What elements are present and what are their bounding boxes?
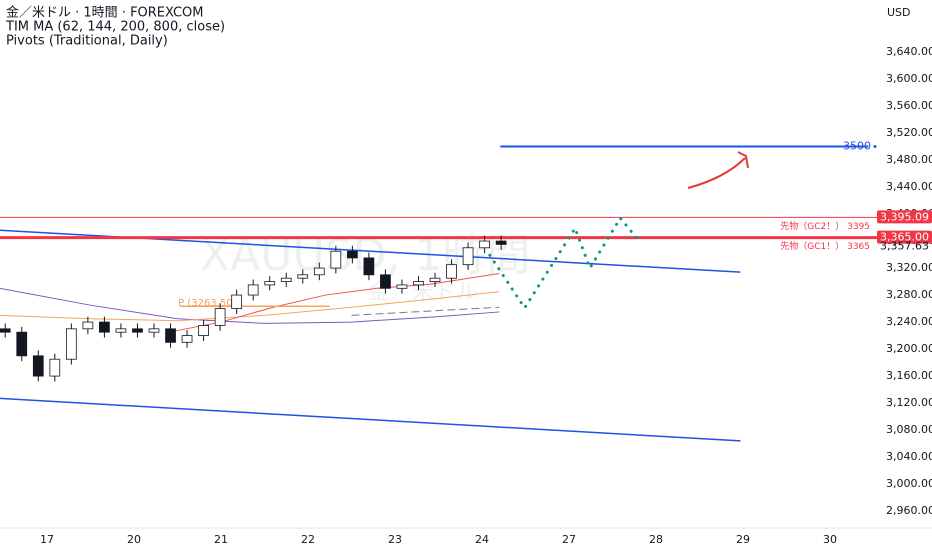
y-tick-label: 3,200.00 bbox=[886, 342, 932, 355]
candle-body bbox=[148, 328, 160, 333]
y-tick-label: 3,600.00 bbox=[886, 72, 932, 85]
candle-body bbox=[49, 358, 61, 377]
candle-body bbox=[495, 240, 507, 245]
y-tick-label: 3,280.00 bbox=[886, 288, 932, 301]
x-tick-label: 17 bbox=[40, 533, 54, 546]
y-tick-label: 3,320.00 bbox=[886, 261, 932, 274]
candle-body bbox=[446, 264, 457, 279]
pivot-label: P (3263.50) bbox=[178, 298, 236, 309]
candle-body bbox=[214, 308, 226, 326]
candle-body bbox=[99, 321, 110, 333]
candle-body bbox=[0, 328, 11, 333]
level-label: 先物（GC2！） 3395 bbox=[780, 220, 870, 232]
candle-body bbox=[82, 321, 94, 330]
candle-body bbox=[231, 294, 243, 309]
trend-line bbox=[0, 397, 741, 442]
moving-average bbox=[0, 287, 500, 324]
x-tick-label: 29 bbox=[736, 533, 750, 546]
price-label: 3,365.00 bbox=[880, 231, 929, 244]
moving-average bbox=[351, 306, 500, 316]
candle-body bbox=[347, 250, 358, 259]
candle-body bbox=[429, 277, 441, 282]
candle-body bbox=[479, 240, 490, 249]
candle-body bbox=[462, 247, 474, 266]
y-tick-label: 3,160.00 bbox=[886, 369, 932, 382]
candle-body bbox=[65, 328, 77, 360]
candle-body bbox=[413, 281, 424, 286]
candle-body bbox=[16, 331, 28, 357]
x-tick-label: 23 bbox=[388, 533, 402, 546]
moving-average bbox=[0, 291, 500, 322]
x-tick-label: 22 bbox=[301, 533, 315, 546]
y-tick-label: 2,960.00 bbox=[886, 504, 932, 517]
candle-body bbox=[330, 250, 342, 269]
y-tick-label: 3,440.00 bbox=[886, 180, 932, 193]
candle-body bbox=[264, 281, 276, 286]
candle-body bbox=[115, 328, 127, 333]
candle-body bbox=[313, 267, 325, 276]
x-tick-label: 30 bbox=[823, 533, 837, 546]
projection bbox=[488, 215, 639, 311]
candle-body bbox=[363, 257, 375, 276]
x-tick-label: 21 bbox=[214, 533, 228, 546]
candle-body bbox=[396, 284, 408, 289]
target-dot bbox=[873, 145, 877, 149]
candle-body bbox=[181, 335, 193, 343]
candle-body bbox=[380, 274, 391, 289]
candle-body bbox=[280, 277, 292, 282]
y-tick-label: 3,120.00 bbox=[886, 396, 932, 409]
header-title: 金／米ドル · 1時間 · FOREXCOM bbox=[6, 5, 204, 21]
candle-body bbox=[165, 328, 176, 343]
header-indicator: TIM MA (62, 144, 200, 800, close) bbox=[5, 20, 225, 35]
target-label: 3500 bbox=[843, 140, 871, 153]
y-tick-label: 3,240.00 bbox=[886, 315, 932, 328]
candle-body bbox=[198, 325, 209, 336]
arrow bbox=[687, 151, 749, 189]
candle-body bbox=[297, 274, 309, 279]
price-label: 3,395.09 bbox=[880, 210, 929, 223]
x-tick-label: 24 bbox=[475, 533, 489, 546]
y-tick-label: 3,640.00 bbox=[886, 45, 932, 58]
candle-body bbox=[32, 355, 44, 377]
level-label: 先物（GC1！） 3365 bbox=[780, 240, 870, 252]
y-tick-label: 3,040.00 bbox=[886, 450, 932, 463]
price-badge bbox=[877, 210, 932, 224]
y-tick-label: 3,560.00 bbox=[886, 99, 932, 112]
candle-body bbox=[247, 284, 259, 296]
price-label: 3,357.63 bbox=[880, 240, 929, 253]
y-tick-label: 3,080.00 bbox=[886, 423, 932, 436]
y-tick-label: 3,000.00 bbox=[886, 477, 932, 490]
currency: USD bbox=[887, 6, 911, 19]
x-tick-label: 28 bbox=[649, 533, 663, 546]
x-tick-label: 20 bbox=[127, 533, 141, 546]
price-badge bbox=[877, 230, 932, 244]
candle-body bbox=[132, 328, 143, 333]
header-indicator: Pivots (Traditional, Daily) bbox=[6, 34, 168, 49]
y-tick-label: 3,520.00 bbox=[886, 126, 932, 139]
x-tick-label: 27 bbox=[562, 533, 576, 546]
y-tick-label: 3,480.00 bbox=[886, 153, 932, 166]
